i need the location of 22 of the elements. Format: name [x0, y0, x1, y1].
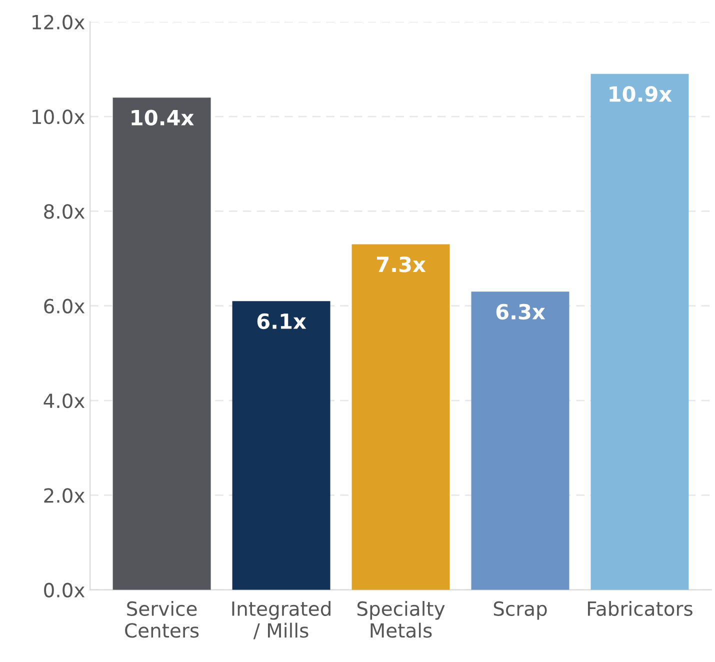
x-tick-label: Service Centers [125, 600, 199, 638]
y-tick-label: 4.0x [44, 393, 85, 408]
bar [471, 292, 570, 590]
x-tick-label: Integrated / Mills [232, 600, 330, 640]
y-tick-label: 2.0x [44, 488, 85, 503]
data-label: 6.3x [496, 304, 546, 320]
bar [352, 244, 450, 590]
data-label: 10.9x [610, 86, 672, 102]
y-tick-label: 0.0x [44, 582, 85, 598]
y-tick-label: 10.0x [32, 109, 85, 124]
x-tick-label: Specialty Metals [357, 600, 445, 638]
y-tick-label: 6.0x [44, 298, 85, 314]
bar [232, 301, 330, 590]
data-label: 7.3x [376, 256, 426, 272]
y-tick-label: 12.0x [32, 14, 85, 30]
x-tick-label: Fabricators [588, 600, 692, 616]
x-tick-label: Scrap [494, 601, 547, 620]
y-tick-label: 8.0x [44, 204, 85, 219]
bar [590, 74, 689, 590]
bar [112, 98, 211, 590]
data-label: 6.1x [257, 313, 306, 330]
data-label: 10.4x [132, 110, 194, 126]
